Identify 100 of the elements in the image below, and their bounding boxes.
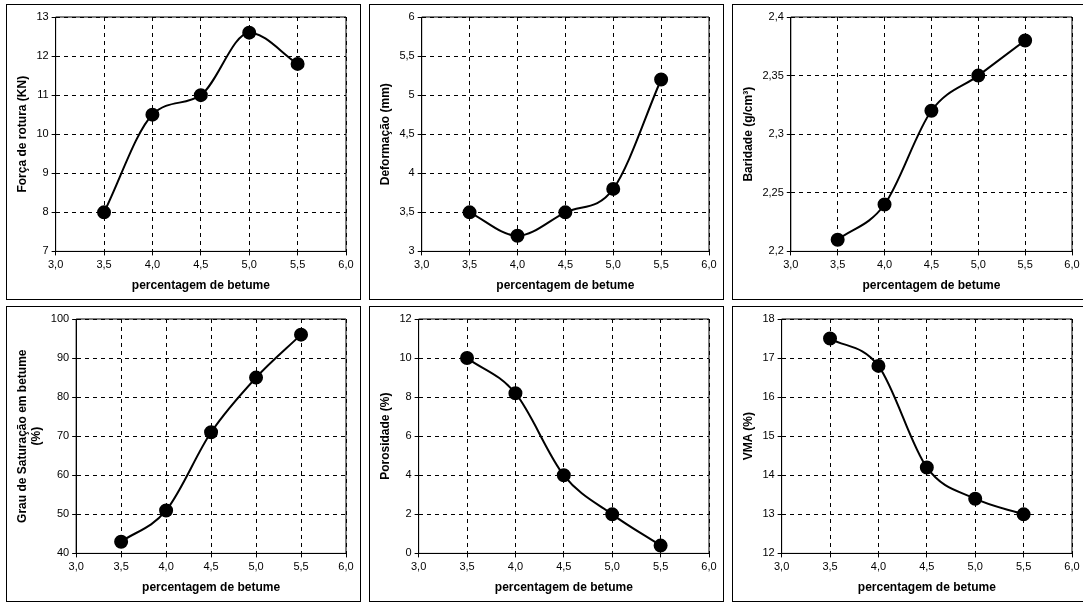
x-tick-label: 4,5 <box>557 258 573 271</box>
x-tick-label: 3,5 <box>461 258 478 271</box>
y-tick-label: 100 <box>50 312 70 325</box>
y-tick-label: 14 <box>762 468 775 481</box>
x-axis-title: percentagem de betume <box>494 580 634 595</box>
y-tick-label: 11 <box>37 88 49 101</box>
x-tick-label: 3,5 <box>96 258 112 271</box>
point <box>968 491 983 506</box>
y-axis-title: Baridade (g/cm³) <box>740 86 755 182</box>
y-tick-label: 13 <box>762 507 775 520</box>
y-tick-label: 80 <box>56 390 70 403</box>
point <box>462 205 477 220</box>
point <box>1016 507 1031 522</box>
x-tick-label: 5,0 <box>248 560 264 573</box>
x-axis-title: percentagem de betume <box>131 278 271 293</box>
point <box>877 197 892 212</box>
point <box>556 468 571 483</box>
x-tick-label: 5,0 <box>241 258 257 271</box>
y-tick-label: 2,3 <box>768 127 784 140</box>
point <box>871 358 886 373</box>
y-tick-label: 2,4 <box>768 10 784 23</box>
point <box>919 460 934 475</box>
y-tick-label: 70 <box>56 429 70 442</box>
x-tick-label: 6,0 <box>701 560 717 573</box>
y-tick-label: 17 <box>762 351 775 364</box>
x-tick-label: 6,0 <box>338 560 354 573</box>
y-axis-title: Porosidade (%) <box>377 392 392 480</box>
y-tick-label: 40 <box>56 546 70 559</box>
x-tick-label: 4,0 <box>876 258 893 271</box>
y-tick-label: 10 <box>36 127 49 140</box>
y-tick-label: 90 <box>56 351 70 364</box>
point <box>508 386 523 401</box>
x-tick-label: 3,5 <box>830 258 846 271</box>
y-tick-label: 8 <box>405 390 412 403</box>
y-tick-label: 9 <box>42 166 49 179</box>
point <box>294 327 309 342</box>
x-tick-label: 4,5 <box>919 560 935 573</box>
x-tick-label: 6,0 <box>701 258 717 271</box>
y-tick-label: 6 <box>405 429 412 442</box>
point <box>249 370 264 385</box>
y-axis-title: VMA (%) <box>740 412 755 461</box>
x-tick-label: 5,5 <box>1015 560 1032 573</box>
x-tick-label: 5,0 <box>604 560 620 573</box>
x-tick-label: 4,0 <box>158 560 174 573</box>
x-tick-label: 3,0 <box>773 560 790 573</box>
y-tick-label: 2,2 <box>768 244 784 257</box>
y-tick-label: 6 <box>408 10 415 23</box>
x-tick-label: 4,0 <box>507 560 524 573</box>
point <box>558 205 573 220</box>
point <box>971 68 986 83</box>
y-axis-title: Grau de Saturação em betume (%) <box>14 349 43 523</box>
y-tick-label: 5 <box>408 88 415 101</box>
x-tick-label: 4,0 <box>870 560 887 573</box>
y-tick-label: 12 <box>399 312 412 325</box>
y-tick-label: 50 <box>56 507 70 520</box>
point <box>653 538 668 553</box>
y-tick-label: 5,5 <box>399 49 415 62</box>
x-tick-label: 4,0 <box>144 258 161 271</box>
point <box>510 228 525 243</box>
x-tick-label: 5,5 <box>293 560 309 573</box>
x-tick-label: 5,5 <box>1017 258 1033 271</box>
x-tick-label: 3,0 <box>410 560 427 573</box>
x-tick-label: 5,0 <box>605 258 621 271</box>
x-tick-label: 5,0 <box>967 560 983 573</box>
y-tick-label: 15 <box>762 429 775 442</box>
y-tick-label: 3,5 <box>399 205 415 218</box>
point <box>823 331 838 346</box>
y-axis-title: Deformação (mm) <box>377 83 392 186</box>
x-tick-label: 6,0 <box>1064 258 1080 271</box>
point <box>204 425 219 440</box>
y-tick-label: 7 <box>42 244 49 257</box>
point <box>606 181 621 196</box>
x-tick-label: 5,5 <box>289 258 306 271</box>
x-axis-title: percentagem de betume <box>862 278 1001 293</box>
x-tick-label: 3,0 <box>68 560 84 573</box>
x-tick-label: 4,5 <box>203 560 219 573</box>
point <box>97 205 112 220</box>
y-tick-label: 18 <box>762 312 775 325</box>
y-tick-label: 10 <box>399 351 412 364</box>
point <box>654 72 669 87</box>
x-tick-label: 5,5 <box>653 258 669 271</box>
y-tick-label: 4,5 <box>399 127 415 140</box>
y-tick-label: 8 <box>42 205 49 218</box>
y-tick-label: 3 <box>408 244 415 257</box>
x-tick-label: 6,0 <box>338 258 354 271</box>
point <box>159 503 174 518</box>
y-tick-label: 16 <box>762 390 775 403</box>
y-tick-label: 2,25 <box>762 185 784 198</box>
x-axis-title: percentagem de betume <box>142 580 281 595</box>
point <box>193 88 208 103</box>
x-tick-label: 3,0 <box>783 258 799 271</box>
x-tick-label: 3,5 <box>822 560 838 573</box>
point <box>242 25 257 40</box>
x-tick-label: 3,0 <box>47 258 64 271</box>
y-tick-label: 12 <box>762 546 775 559</box>
x-tick-label: 5,5 <box>652 560 669 573</box>
x-axis-title: percentagem de betume <box>857 580 997 595</box>
x-tick-label: 4,0 <box>509 258 526 271</box>
y-tick-label: 13 <box>36 10 49 23</box>
x-tick-label: 4,5 <box>193 258 209 271</box>
